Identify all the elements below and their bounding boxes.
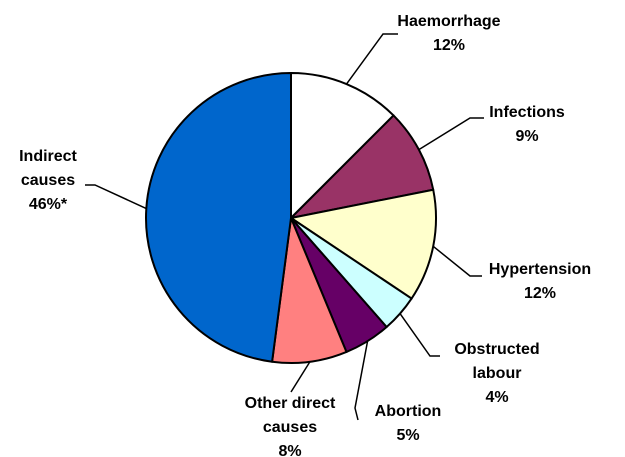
- slice-label: Indirect causes 46%*: [8, 145, 88, 217]
- leader-line: [418, 117, 484, 151]
- category-label: Haemorrhage: [397, 13, 501, 30]
- leader-line: [432, 245, 482, 277]
- pie-slice: [290, 72, 395, 219]
- value-label: 8%: [278, 443, 302, 457]
- pie-slice: [290, 114, 435, 219]
- slice-label: Abortion 5%: [358, 400, 458, 448]
- value-label: 4%: [485, 389, 509, 406]
- value-label: 46%*: [28, 196, 68, 213]
- category-label: Other direct causes: [244, 395, 336, 436]
- category-label: Hypertension: [488, 261, 592, 278]
- leader-line: [345, 33, 398, 85]
- leader-line: [85, 184, 147, 210]
- category-label: Infections: [489, 104, 565, 121]
- pie-slice: [145, 72, 292, 363]
- slice-label: Haemorrhage 12%: [379, 10, 519, 58]
- category-label: Obstructed labour: [454, 341, 540, 382]
- value-label: 12%: [432, 37, 466, 54]
- slice-label: Other direct causes 8%: [230, 392, 350, 457]
- slice-label: Infections 9%: [467, 101, 587, 149]
- slice-label: Hypertension 12%: [475, 258, 605, 306]
- slice-label: Obstructed labour 4%: [447, 338, 547, 410]
- leader-line: [354, 340, 369, 421]
- leader-line: [290, 361, 311, 393]
- leader-line: [399, 313, 440, 357]
- value-label: 12%: [523, 285, 557, 302]
- value-label: 9%: [515, 128, 539, 145]
- category-label: Abortion: [374, 403, 442, 420]
- category-label: Indirect causes: [19, 148, 77, 189]
- value-label: 5%: [396, 427, 420, 444]
